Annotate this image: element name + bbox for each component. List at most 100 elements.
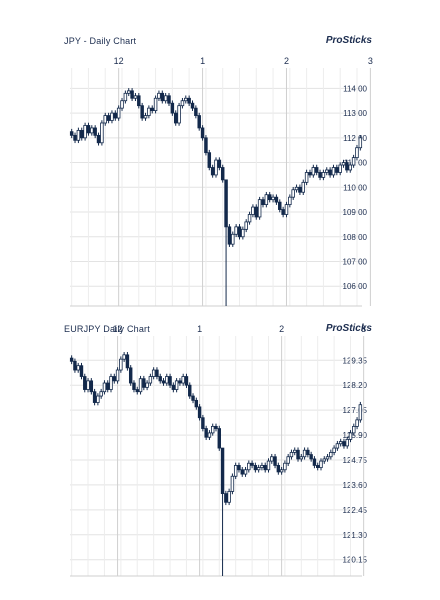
candle (270, 453, 274, 464)
candle (126, 88, 131, 97)
candle (241, 226, 245, 240)
candle-body (120, 100, 124, 109)
candle-body (128, 367, 133, 384)
candle-body (311, 167, 316, 176)
candle-body (243, 469, 248, 475)
candle-body (76, 130, 81, 141)
candle-body (167, 95, 171, 104)
candle (194, 397, 199, 410)
candle (135, 386, 139, 395)
candle (306, 447, 310, 458)
candle-body (276, 465, 281, 473)
candle-body (204, 137, 208, 154)
candle-body (224, 493, 228, 503)
candle-body (271, 196, 275, 201)
candle-body (308, 172, 312, 176)
candle-body (157, 92, 161, 99)
candle-body (345, 162, 349, 171)
candle (148, 373, 153, 386)
candle (92, 388, 97, 406)
candle-body (171, 384, 176, 390)
candle-body (113, 112, 118, 119)
candle (167, 93, 171, 106)
candle (260, 462, 264, 471)
candle-body (318, 172, 322, 178)
candle (299, 453, 304, 462)
candle (119, 356, 123, 373)
candle (342, 438, 346, 449)
candle (355, 144, 359, 161)
candle (312, 456, 317, 469)
candle (187, 95, 191, 106)
candle (211, 423, 215, 436)
candle (120, 97, 124, 111)
candle-body (204, 428, 208, 438)
candle (224, 490, 228, 506)
candle (325, 453, 330, 462)
candle-body (274, 196, 279, 203)
candle (143, 112, 148, 121)
candle (69, 128, 74, 139)
candle (256, 464, 261, 473)
y-tick-label: 114.00 (343, 84, 367, 93)
candle (335, 164, 339, 176)
month-label: 1 (197, 324, 202, 334)
candle-body (119, 358, 123, 371)
candle (214, 157, 218, 178)
candle (151, 367, 156, 380)
candle (227, 224, 232, 247)
candle (284, 201, 289, 218)
candle (274, 194, 279, 205)
candle (217, 425, 221, 451)
candle (178, 378, 182, 386)
candle (358, 135, 363, 151)
candle-body (250, 462, 254, 466)
candle (281, 206, 285, 218)
candle (293, 447, 297, 456)
candle (100, 120, 104, 146)
candle (278, 199, 282, 213)
candle-body (217, 159, 222, 168)
brand-logo: ProSticks (325, 323, 372, 334)
candle (125, 352, 130, 371)
candle-body (325, 169, 329, 173)
candle-body (90, 127, 94, 134)
candle-body (102, 382, 107, 393)
candle (332, 445, 336, 456)
y-tick-label: 107.00 (343, 257, 368, 266)
y-tick-label: 127.05 (343, 406, 368, 415)
candle (69, 355, 74, 365)
candle-body (321, 172, 326, 178)
candle (273, 453, 277, 469)
candle (267, 191, 272, 203)
candle-body (115, 369, 120, 382)
candle-body (168, 376, 172, 386)
candle (96, 393, 100, 406)
candle-body (247, 462, 251, 471)
y-tick-label: 125.90 (343, 431, 368, 440)
chart-title: EURJPY Daily Chart (64, 324, 150, 334)
candle (341, 159, 346, 168)
candle-body (331, 167, 336, 176)
candle-body (286, 456, 290, 464)
candle-body (174, 380, 179, 390)
candle (352, 423, 356, 436)
candle (319, 458, 323, 471)
candle (348, 162, 352, 173)
candle-body (79, 365, 84, 377)
candle (142, 375, 146, 391)
candle-body (263, 465, 267, 471)
candle (123, 90, 128, 104)
candle (335, 440, 340, 451)
candle (157, 90, 161, 102)
candle-body (197, 115, 201, 129)
candle (294, 184, 299, 193)
candle (351, 154, 356, 168)
candle-body (231, 233, 235, 245)
candle-body (264, 194, 269, 206)
month-label: 3 (368, 56, 373, 66)
candle-body (194, 107, 198, 116)
candle-body (158, 376, 162, 382)
candle (99, 388, 103, 399)
candle (210, 164, 215, 178)
